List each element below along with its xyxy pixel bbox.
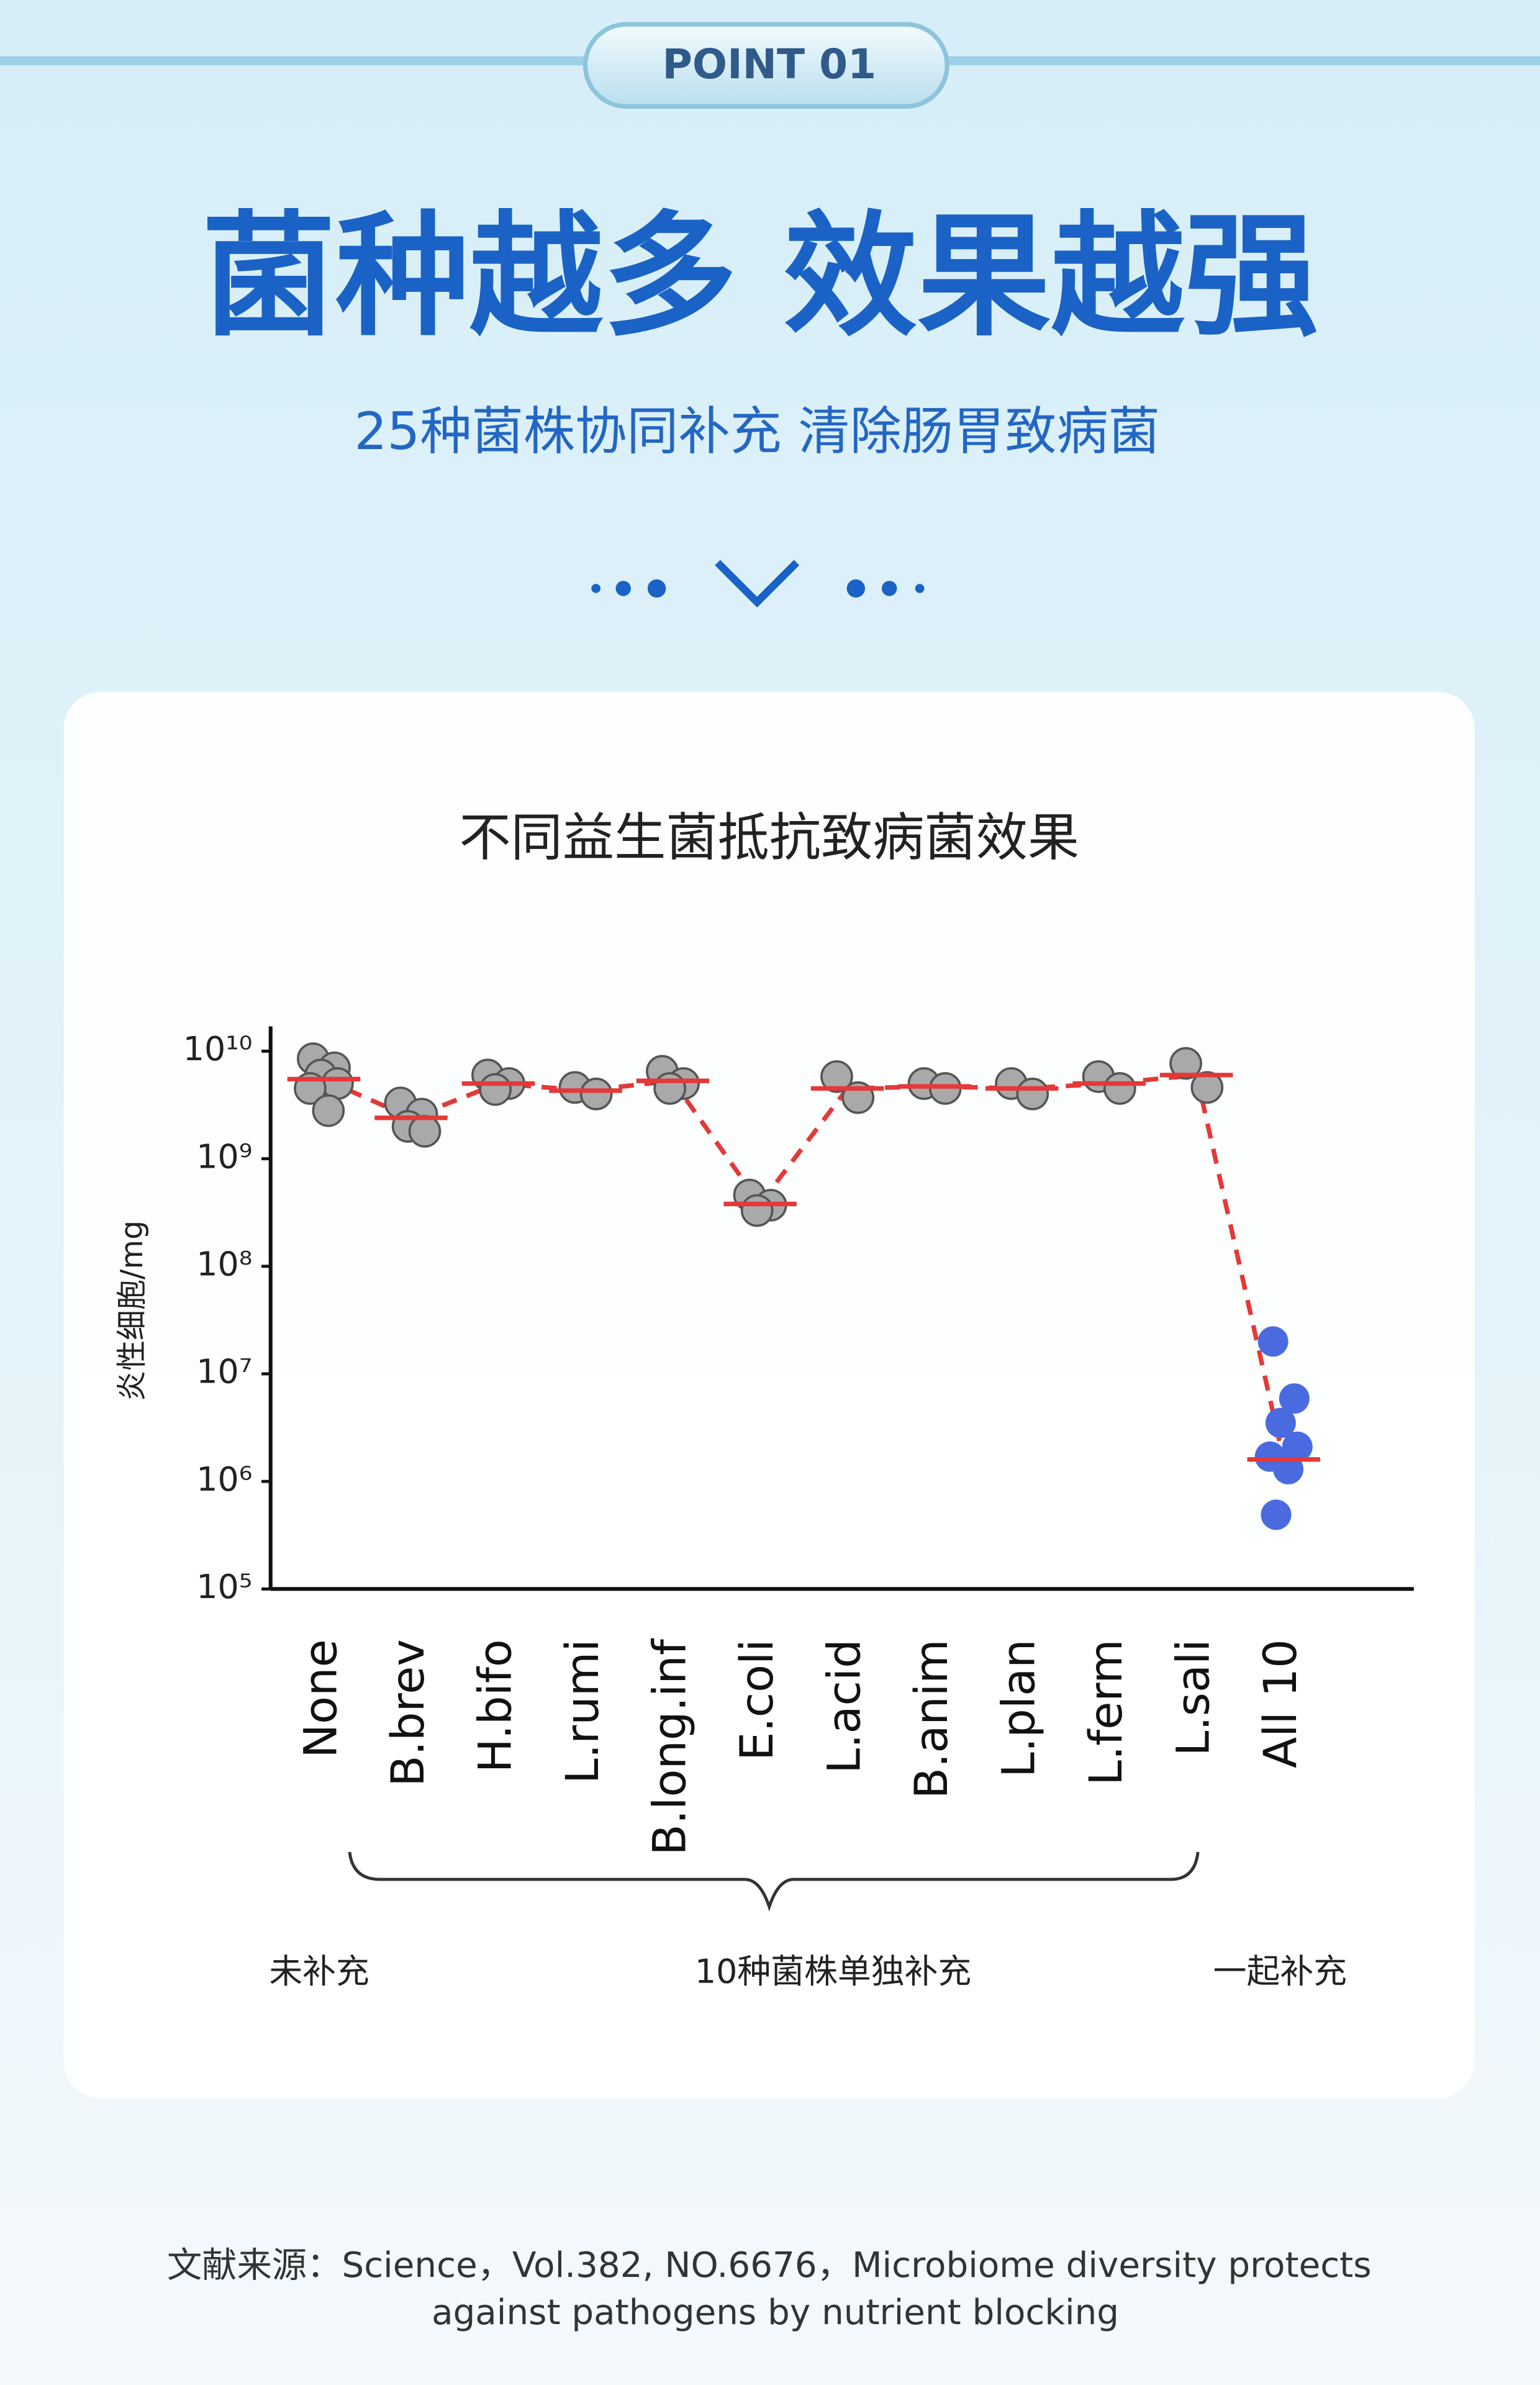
x-tick-label: E.coli xyxy=(731,1639,784,1761)
data-point xyxy=(408,1115,442,1148)
data-point xyxy=(579,1078,613,1111)
headline: 菌种越多 效果越强 xyxy=(202,198,1318,354)
data-point xyxy=(479,1073,512,1106)
badge-text: POINT 01 xyxy=(662,40,876,88)
x-tick-label: B.brev xyxy=(382,1639,435,1787)
y-tick-label: 10⁶ xyxy=(196,1460,252,1499)
x-tick-label: H.bifo xyxy=(469,1639,522,1773)
group-label: 一起补充 xyxy=(1213,1951,1347,1991)
data-point xyxy=(1279,1383,1310,1414)
y-tick-label: 10¹⁰ xyxy=(183,1029,253,1068)
x-tick-label: L.acid xyxy=(818,1639,871,1774)
x-tick-label: B.long.inf xyxy=(644,1638,697,1856)
x-tick-label: L.sali xyxy=(1167,1639,1220,1756)
y-tick-label: 10⁸ xyxy=(196,1244,252,1283)
data-point xyxy=(321,1067,354,1100)
subtitle: 25种菌株协同补充 清除肠胃致病菌 xyxy=(354,401,1159,461)
group-bracket xyxy=(348,1851,1200,1912)
data-point xyxy=(1265,1407,1296,1438)
y-tick-label: 10⁵ xyxy=(196,1567,252,1606)
chevron-decor xyxy=(591,560,925,608)
group-label: 10种菌株单独补充 xyxy=(695,1951,971,1991)
data-point xyxy=(653,1072,686,1105)
data-point xyxy=(740,1194,774,1227)
x-tick-label: B.anim xyxy=(905,1639,958,1799)
x-tick-label: L.rumi xyxy=(556,1639,609,1784)
chart-title: 不同益生菌抵抗致病菌效果 xyxy=(459,807,1079,868)
y-tick-label: 10⁹ xyxy=(196,1137,252,1176)
group-label: 未补充 xyxy=(269,1951,369,1991)
data-point xyxy=(1103,1072,1136,1105)
data-point xyxy=(1016,1078,1049,1111)
data-point xyxy=(312,1094,345,1127)
y-tick-label: 10⁷ xyxy=(196,1352,252,1391)
x-tick-label: All 10 xyxy=(1254,1639,1307,1768)
x-tick-label: L.ferm xyxy=(1080,1639,1133,1786)
x-tick-label: L.plan xyxy=(993,1639,1046,1778)
card xyxy=(63,691,1475,2099)
source-text: 文献来源：Science，Vol.382, NO.6676，Microbiome… xyxy=(167,2245,1372,2286)
y-axis-label: 炎性细胞/mg xyxy=(114,1220,150,1401)
data-point xyxy=(1261,1499,1292,1530)
data-point xyxy=(1190,1071,1224,1104)
data-point xyxy=(1257,1326,1289,1357)
x-tick-label: None xyxy=(294,1639,347,1758)
badge xyxy=(582,22,949,109)
data-point xyxy=(820,1060,853,1093)
data-point xyxy=(1169,1047,1202,1080)
source-text: against pathogens by nutrient blocking xyxy=(432,2292,1119,2333)
